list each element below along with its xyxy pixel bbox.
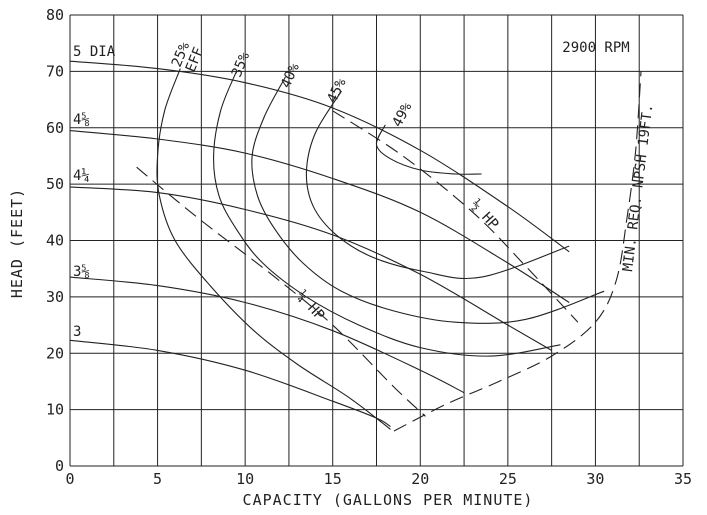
- diameter-label-5: 5 DIA: [73, 44, 116, 60]
- x-tick-label: 15: [324, 470, 342, 488]
- eff-label-45: 45%: [324, 75, 350, 105]
- tick-labels: 0 5 10 15 20 25 30 35 0 10 20 30 40 50 60 70 80: [46, 6, 692, 488]
- x-tick-label: 25: [499, 470, 517, 488]
- diameter-label-4-5-8: 4⅝: [73, 112, 90, 128]
- power-line: [332, 110, 579, 323]
- y-tick-label: 20: [46, 344, 64, 362]
- impeller-curve: [69, 276, 465, 394]
- y-tick-label: 0: [55, 457, 64, 475]
- eff-label-49: 49%: [389, 100, 415, 130]
- grid: [69, 14, 684, 467]
- x-axis-title: CAPACITY (GALLONS PER MINUTE): [243, 491, 534, 509]
- y-tick-label: 10: [46, 401, 64, 419]
- x-tick-label: 20: [411, 470, 429, 488]
- speed-label: 2900 RPM: [562, 40, 629, 56]
- eff-label-35: 35%: [229, 50, 254, 80]
- y-tick-label: 60: [46, 119, 64, 137]
- npsh-label: MIN. REQ. NPSH 19FT.: [620, 103, 656, 272]
- power-label-half-hp: ½ HP: [467, 197, 501, 233]
- x-tick-label: 5: [153, 470, 162, 488]
- efficiency-curve: [156, 68, 391, 430]
- y-tick-label: 40: [46, 232, 64, 250]
- diameter-label-4-1-4: 4¼: [73, 168, 90, 184]
- impeller-curve: [69, 130, 570, 303]
- x-tick-label: 35: [674, 470, 692, 488]
- eff-label-40: 40%: [278, 60, 303, 90]
- efficiency-curve: [251, 76, 605, 324]
- y-tick-label: 50: [46, 175, 64, 193]
- x-tick-label: 30: [586, 470, 604, 488]
- y-tick-label: 80: [46, 6, 64, 24]
- power-line: [136, 166, 426, 417]
- diameter-label-3: 3: [73, 324, 81, 340]
- y-tick-label: 70: [46, 62, 64, 80]
- curves: [69, 60, 642, 432]
- efficiency-curve: [213, 71, 561, 357]
- y-axis-title: HEAD (FEET): [8, 188, 26, 298]
- x-tick-label: 10: [236, 470, 254, 488]
- x-tick-label: 0: [65, 470, 74, 488]
- npsh-curve: [393, 71, 642, 432]
- efficiency-curve: [305, 90, 570, 280]
- efficiency-curve: [375, 124, 482, 175]
- diameter-label-3-5-8: 3⅝: [73, 264, 90, 280]
- y-tick-label: 30: [46, 288, 64, 306]
- impeller-curve: [69, 60, 570, 253]
